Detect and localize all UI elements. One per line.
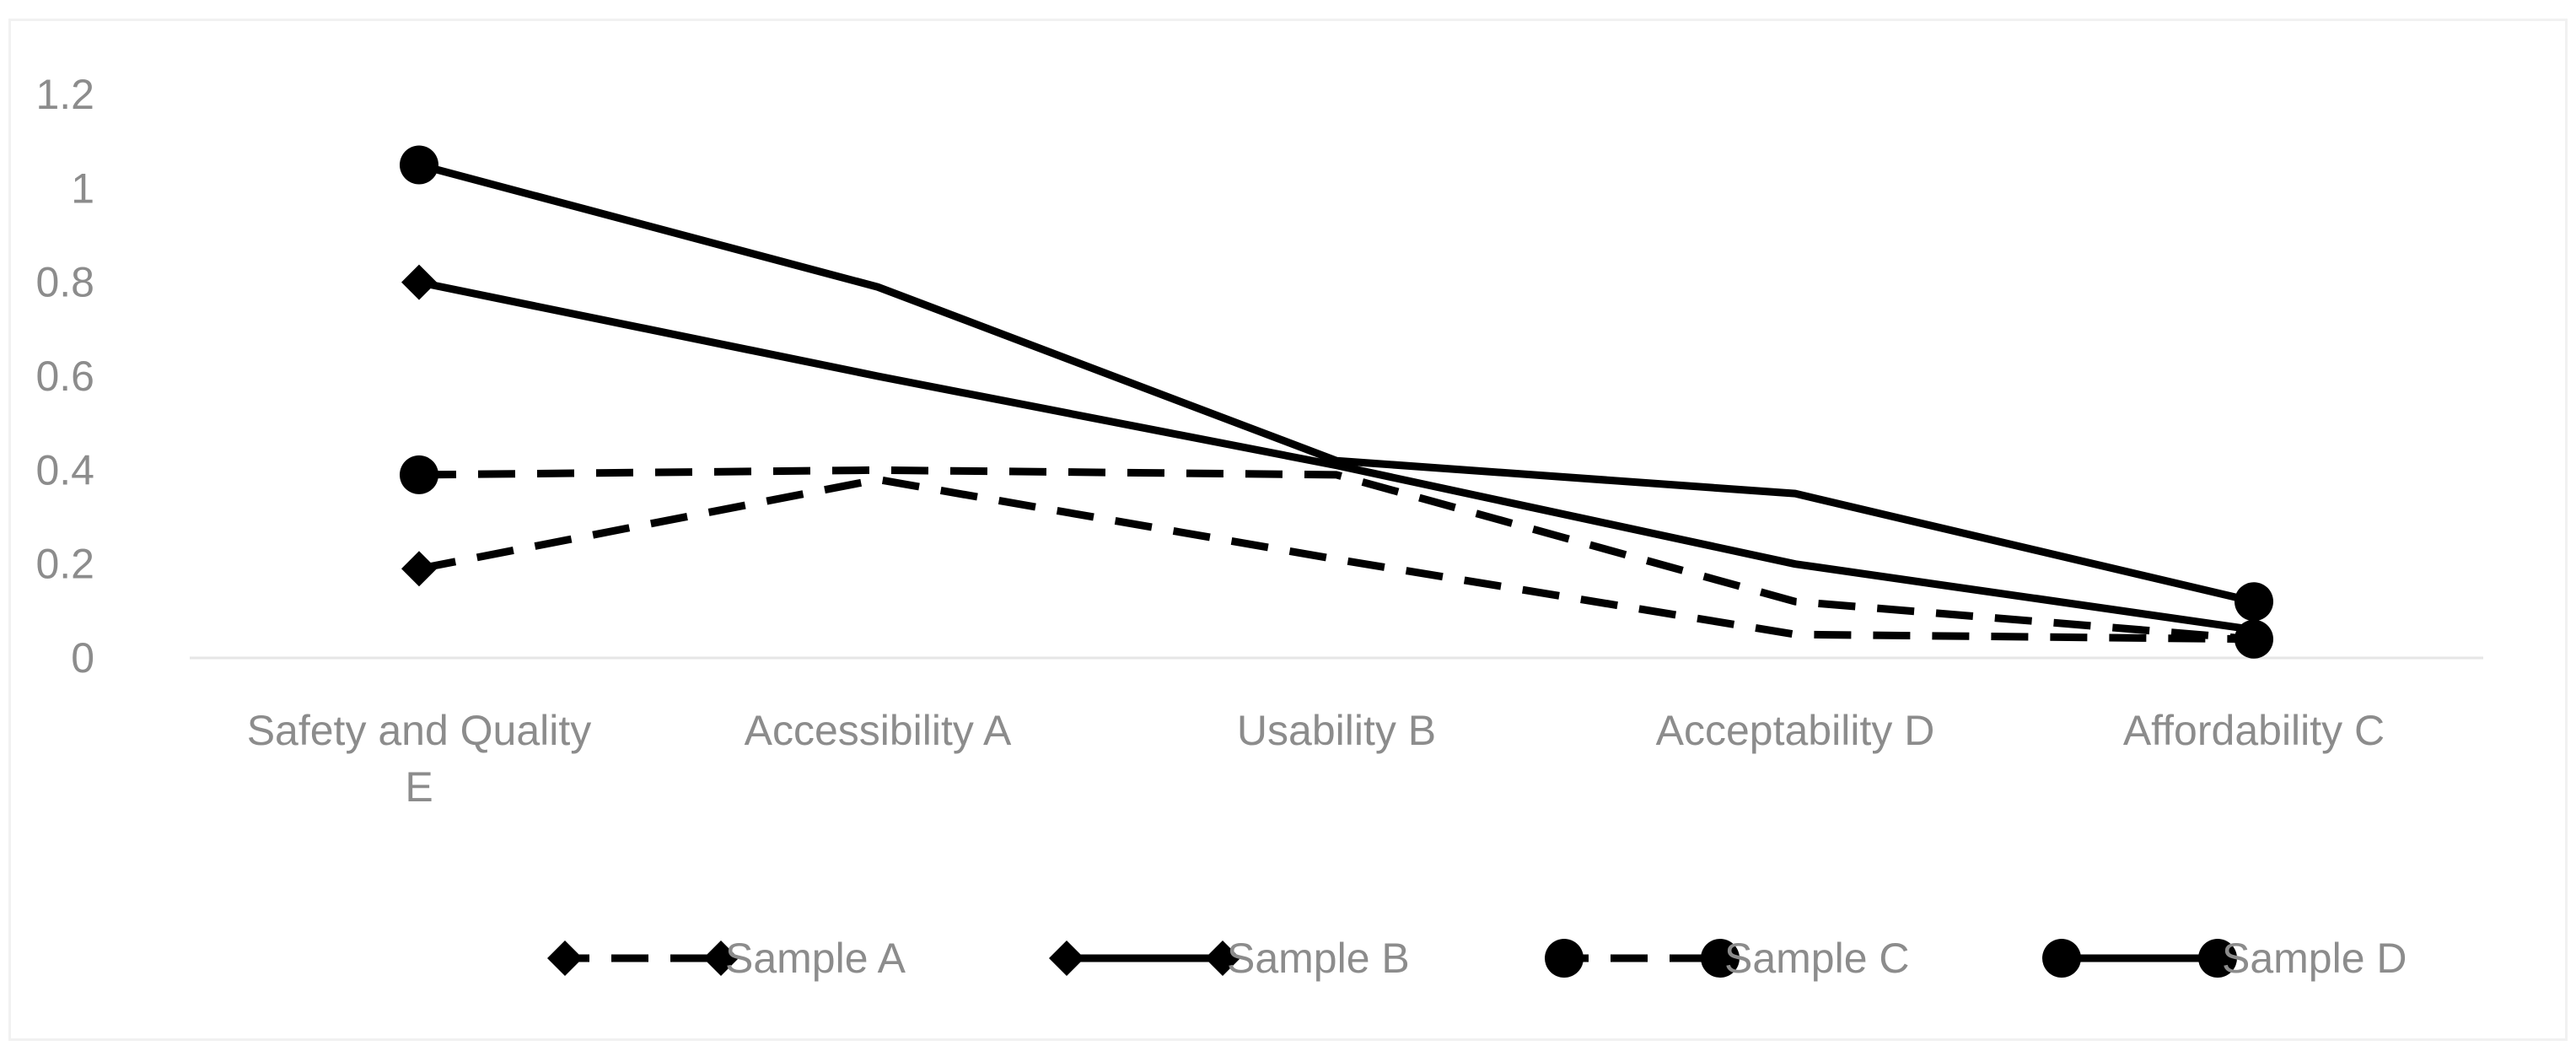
y-tick-label: 0.2 (35, 541, 94, 588)
legend-item: Sample D (2042, 935, 2407, 982)
data-point-marker (2235, 619, 2273, 659)
legend-label: Sample C (1724, 935, 1910, 982)
x-tick-label: Safety and Quality (247, 707, 592, 754)
series-layer (400, 145, 2273, 659)
series-sample-c (400, 455, 2273, 659)
chart-border (8, 19, 2568, 1041)
legend-marker (547, 941, 583, 976)
legend-marker (703, 941, 739, 976)
y-tick-label: 0.8 (35, 259, 94, 306)
x-tick-label: E (405, 763, 433, 811)
series-line (418, 278, 2255, 634)
y-tick-label: 0.6 (35, 353, 94, 400)
series-sample-d (400, 145, 2273, 622)
y-tick-label: 0 (71, 634, 94, 682)
x-tick-label: Accessibility A (745, 707, 1012, 754)
y-tick-label: 0.4 (35, 446, 94, 493)
series-line (418, 466, 2255, 644)
legend-label: Sample D (2222, 935, 2407, 982)
data-point-marker (401, 551, 437, 587)
legend-marker (1049, 941, 1084, 976)
series-line (417, 161, 2256, 606)
x-tick-label: Affordability C (2123, 707, 2385, 754)
legend-label: Sample B (1227, 935, 1410, 982)
series-sample-a (401, 475, 2255, 644)
series-sample-b (401, 264, 2255, 634)
legend-label: Sample A (725, 935, 906, 982)
data-point-marker (2235, 582, 2273, 622)
x-tick-label: Usability B (1237, 707, 1436, 754)
y-tick-label: 1.2 (35, 71, 94, 118)
series-line (418, 475, 2255, 644)
legend-item: Sample C (1545, 935, 1910, 982)
legend-item: Sample A (547, 935, 906, 982)
data-point-marker (401, 264, 437, 300)
legend-marker (2042, 939, 2081, 978)
data-point-marker (400, 145, 438, 185)
axis-layer: 0 0.2 0.4 0.6 0.8 1 1.2 Safety and Quality E Acce… (35, 71, 2483, 811)
x-tick-label: Acceptability D (1656, 707, 1935, 754)
legend-item: Sample B (1049, 935, 1410, 982)
y-tick-label: 1 (71, 164, 94, 212)
legend: Sample A Sample B Sample C Sample D (547, 935, 2407, 982)
data-point-marker (400, 455, 438, 494)
legend-marker (1545, 939, 1584, 978)
legend-marker (1205, 941, 1240, 976)
legend-marker (1701, 939, 1740, 978)
legend-marker (2198, 939, 2237, 978)
